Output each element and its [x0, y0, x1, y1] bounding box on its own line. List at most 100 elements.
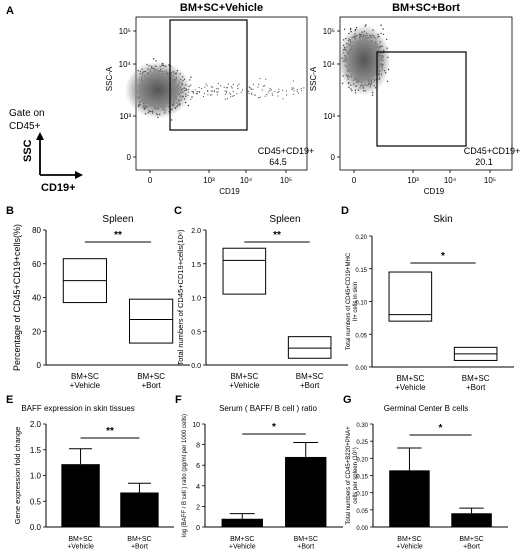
flow-dot	[266, 93, 268, 96]
flow-dot	[301, 90, 303, 92]
flow-dot	[277, 95, 279, 97]
chart-title: Serum ( BAFF/ B cell ) ratio	[219, 404, 317, 413]
flow-dot	[277, 91, 279, 94]
y-tick-label: 0.05	[355, 333, 367, 339]
chart-title: Germinal Center B cells	[384, 404, 468, 413]
flow-y-tick-label: 0	[127, 153, 132, 162]
flow-dot	[207, 90, 209, 92]
flow-dot	[252, 83, 254, 85]
flow-dot	[233, 95, 235, 97]
flow-x-tick-label: 0	[148, 176, 153, 185]
flow-dot	[170, 119, 173, 121]
flow-dot	[207, 94, 209, 96]
flow-dot	[207, 91, 209, 93]
flow-dot	[257, 86, 259, 88]
y-tick-label: 6	[196, 463, 200, 470]
flow-dot	[202, 95, 205, 98]
x-category-label: BM+SC +Vehicle	[229, 536, 256, 549]
gate-label: CD45+CD19+	[464, 146, 520, 156]
flow-dot	[268, 91, 270, 93]
x-category-label: BM+SC +Bort	[459, 536, 483, 549]
x-category-label-line: +Vehicle	[229, 381, 260, 390]
flow-x-tick-label: 10³	[407, 176, 419, 185]
y-axis-label: Total numbers of CD45+CD19+cells(10⁶)	[176, 229, 185, 366]
flow-dot	[191, 90, 193, 93]
flow-dot	[292, 93, 294, 95]
flow-dot	[250, 88, 252, 90]
flow-dot	[226, 87, 228, 89]
x-category-label-line: BM+SC	[294, 536, 318, 543]
flow-dot	[216, 94, 218, 96]
x-category-label-line: BM+SC	[68, 536, 92, 543]
flow-y-label: SSC-A	[105, 66, 114, 91]
x-category-label-line: BM+SC	[137, 372, 165, 381]
flow-dot	[248, 90, 250, 92]
gate-box	[169, 19, 248, 131]
x-category-label: BM+SC +Vehicle	[67, 536, 94, 549]
flow-y-label: SSC-A	[309, 66, 318, 91]
x-category-label-line: +Bort	[300, 381, 320, 390]
y-tick-label: 0.10	[356, 492, 368, 498]
bar	[61, 464, 100, 527]
flow-dot	[187, 104, 190, 107]
panel-f: F Serum ( BAFF/ B cell ) ratio 0 2 4 6 8 10 log …	[175, 394, 343, 549]
box	[287, 336, 332, 359]
flow-dot	[200, 87, 203, 90]
flow-dot	[224, 93, 226, 95]
x-category-label-line: +Bort	[131, 544, 148, 549]
y-axis-label: log (BAFF / B cell ) ratio (pg/ml per 10…	[182, 414, 188, 537]
flow-dot	[195, 93, 197, 95]
flow-dot	[232, 90, 234, 93]
flow-y-tick-label: 10⁵	[119, 27, 131, 36]
y-tick-label: 0.15	[355, 268, 367, 274]
flow-dot	[225, 92, 228, 94]
y-tick-label: 8	[196, 443, 200, 450]
x-category-label-line: +Vehicle	[229, 544, 256, 549]
flow-dot	[230, 93, 232, 95]
flow-dot	[293, 90, 295, 92]
x-category-label-line: +Bort	[141, 381, 161, 390]
y-axis-label-line: II+ cells in skin	[353, 282, 359, 321]
flow-plot-2: BM+SC+Bort CD45+CD19+20.1 SSC-A 10⁵ 10⁴ 10³ 0 0…	[309, 2, 520, 196]
flow-dot	[241, 89, 244, 91]
bar	[451, 513, 492, 527]
panel-d: D Skin 0.00 0.05 0.10 0.15 0.20 Total numbers o…	[341, 205, 514, 392]
flow-dot	[264, 95, 266, 97]
flow-dot	[271, 92, 273, 94]
flow-dot	[155, 60, 157, 62]
flow-dot	[226, 98, 229, 100]
flow-plot-1: BM+SC+Vehicle CD45+CD19+64.5 SSC-A 10⁵ 10⁴ 10…	[105, 2, 314, 196]
x-category-label: BM+SC +Bort	[127, 536, 151, 549]
y-axis-label: Total numbers of CD45+CD19+MHCII+ cells …	[346, 252, 359, 350]
y-axis-label: Total numbers of CD45+B220+PNA+cells per…	[346, 426, 359, 525]
significance-marker: **	[106, 426, 114, 437]
flow-dot	[282, 89, 284, 91]
flow-x-tick-label: 10³	[203, 176, 215, 185]
box	[388, 271, 433, 322]
y-axis-label: Gene expression fold change	[13, 427, 22, 525]
flow-dot	[237, 87, 239, 90]
flow-dot	[230, 86, 232, 88]
flow-density-core	[125, 61, 191, 119]
x-category-label-line: BM+SC	[397, 536, 421, 543]
flow-dot	[236, 85, 239, 87]
flow-plot-title: BM+SC+Bort	[392, 2, 460, 14]
flow-dot	[232, 83, 234, 86]
x-category-label-line: +Bort	[297, 544, 314, 549]
flow-dot	[211, 94, 213, 96]
flow-dot	[236, 93, 238, 95]
flow-dot	[251, 92, 253, 94]
flow-dot	[265, 78, 267, 80]
significance-marker: **	[273, 230, 281, 241]
flow-dot	[190, 76, 192, 78]
flow-dot	[380, 24, 382, 26]
panel-letter-e: E	[6, 394, 13, 406]
x-category-label: BM+SC +Vehicle	[395, 374, 426, 392]
flow-dot	[278, 91, 280, 93]
x-category-label-line: BM+SC	[462, 374, 490, 383]
flow-dot	[226, 87, 229, 89]
y-tick-label: 2.0	[191, 228, 201, 235]
y-tick-label: 0.00	[355, 366, 367, 372]
panel-letter-b: B	[6, 205, 14, 217]
